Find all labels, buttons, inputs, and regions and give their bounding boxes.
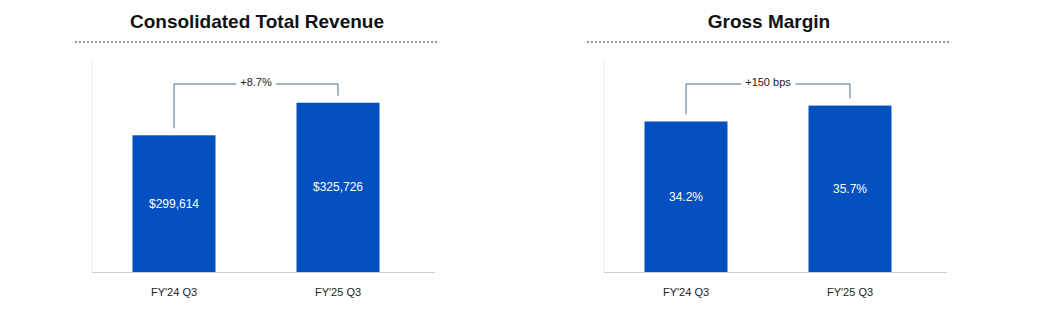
annotation-bg [741,75,795,89]
title-rule [587,41,949,42]
category-label: FY'25 Q3 [827,286,873,298]
bar [297,103,380,272]
chart-title: Gross Margin [708,11,830,32]
data-label: $325,726 [313,180,363,194]
bar [133,135,216,272]
chart-title: Consolidated Total Revenue [130,11,384,32]
chart-canvas: Consolidated Total Revenue $299,614 $325,7… [0,0,1044,327]
bar [809,106,892,272]
y-axis-line [604,60,605,272]
bar [645,121,728,272]
annotation-text: +8.7% [240,76,272,88]
chart-1: Gross Margin 34.2% 35.7% FY'24 Q3 FY'25 Q3 +1… [587,11,949,298]
x-axis-line [604,272,947,273]
title-rule [75,41,437,42]
annotation-text: +150 bps [745,76,791,88]
category-label: FY'25 Q3 [315,286,361,298]
category-label: FY'24 Q3 [151,286,197,298]
chart-0: Consolidated Total Revenue $299,614 $325,7… [75,11,437,298]
annotation-bg [236,75,276,89]
bars [645,106,892,272]
y-axis-line [92,60,93,272]
data-label: $299,614 [149,197,199,211]
data-label: 35.7% [833,182,867,196]
category-label: FY'24 Q3 [663,286,709,298]
bars [133,103,380,272]
x-axis-line [92,272,435,273]
data-label: 34.2% [669,190,703,204]
annotation-bracket [174,84,338,128]
